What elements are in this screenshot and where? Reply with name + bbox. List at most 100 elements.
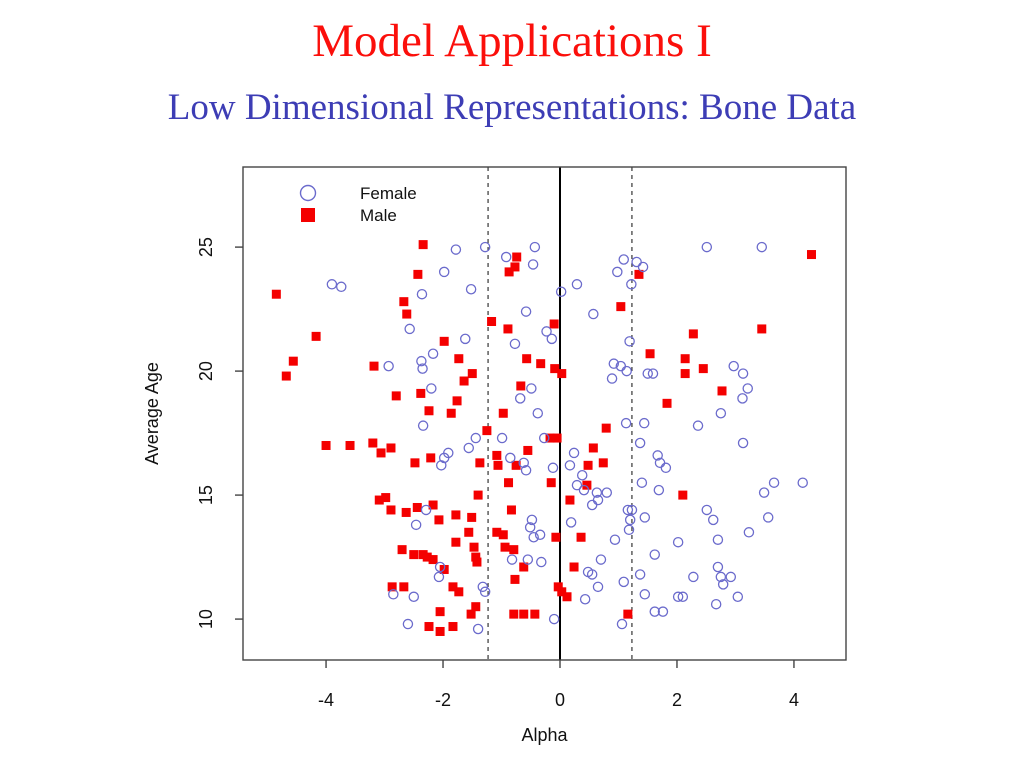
scatter-point-male [402,309,412,319]
scatter-point-female [426,383,437,394]
scatter-point-female [621,365,632,377]
scatter-point-male [645,349,655,359]
scatter-point-male [516,381,526,391]
scatter-point-female [579,593,591,605]
scatter-point-female [762,512,774,523]
scatter-point-female [712,534,724,545]
scatter-point-male [504,478,514,488]
scatter-point-male [601,423,611,433]
scatter-point-male [386,505,396,515]
scatter-point-female [710,598,722,610]
slide-title: Model Applications I [312,15,712,67]
scatter-point-female [737,393,748,404]
scatter-point-female [592,581,604,593]
scatter-point-female [434,561,446,573]
scatter-point-female [336,281,347,293]
scatter-point-female [417,420,429,431]
scatter-point-male [271,289,281,299]
scatter-point-male [688,329,698,339]
scatter-point-female [546,333,558,345]
scatter-point-male [368,438,378,448]
x-axis-title: Alpha [521,725,568,745]
scatter-point-female [737,368,749,379]
scatter-point-female [417,363,428,374]
scatter-point-male [467,369,477,379]
scatter-point-female [649,606,660,617]
scatter-point-female [626,279,637,290]
scatter-point-female [433,571,445,583]
scatter-point-female [588,308,599,320]
scatter-point-male [504,267,514,277]
scatter-point-male [512,252,522,262]
scatter-point-female [541,326,552,337]
scatter-point-female [756,241,768,253]
scatter-point-male [680,369,690,379]
scatter-point-female [465,284,477,295]
scatter-point-male [506,505,516,515]
scatter-point-female [568,447,580,459]
scatter-point-male [281,371,291,381]
scatter-point-male [588,443,598,453]
scatter-point-male [386,443,396,453]
x-tick-label: -4 [318,690,334,710]
scatter-point-female [701,504,713,516]
scatter-point-female [638,417,650,429]
scatter-point-male [509,609,519,619]
y-tick-label: 15 [196,485,216,505]
scatter-point-male [498,530,508,540]
scatter-point-female [524,522,536,533]
scatter-point-female [496,432,508,444]
scatter-point-male [475,458,485,468]
scatter-point-female [526,514,538,526]
scatter-point-female [652,450,663,461]
scatter-point-female [420,504,432,516]
scatter-point-female [518,457,529,469]
scatter-point-male [498,408,508,418]
scatter-point-female [505,452,516,464]
scatter-point-male [466,609,476,619]
scatter-point-male [552,433,562,443]
scatter-point-female [427,348,439,359]
scatter-point-male [678,490,688,500]
scatter-point-male [397,545,407,555]
scatter-point-female [520,306,532,317]
scatter-point-male [510,262,520,272]
scatter-point-male [459,376,469,386]
scatter-point-female [631,256,642,268]
scatter-point-male [422,552,432,562]
legend-male-label: Male [360,206,397,225]
scatter-point-male [311,331,321,341]
scatter-point-male [452,396,462,406]
scatter-point-male [530,609,540,619]
scatter-point-male [448,582,458,592]
scatter-point-female [547,462,559,474]
scatter-point-male [757,324,767,334]
scatter-point-female [416,288,428,300]
scatter-point-female [618,576,629,588]
scatter-point-male [391,391,401,401]
scatter-point-male [553,582,563,592]
slide-subtitle: Low Dimensional Representations: Bone Da… [167,87,857,128]
scatter-point-male [503,324,513,334]
scatter-point-female [634,569,646,580]
scatter-point-female [677,591,689,603]
scatter-point-female [500,251,512,263]
scatter-point-male [519,562,529,572]
scatter-point-male [412,502,422,512]
scatter-point-female [472,623,484,635]
scatter-point-female [692,420,704,431]
scatter-point-male [582,480,592,490]
scatter-point-female [534,529,546,541]
scatter-point-female [768,477,780,488]
scatter-point-male [416,388,426,398]
scatter-point-male [511,460,521,470]
scatter-point-male [451,510,461,520]
scatter-point-female [416,355,427,367]
plot-border [242,166,847,661]
scatter-point-male [806,250,816,260]
scatter-point-male [387,582,397,592]
scatter-point-female [797,477,808,488]
scatter-point-male [369,361,379,371]
scatter-point-male [598,458,608,468]
